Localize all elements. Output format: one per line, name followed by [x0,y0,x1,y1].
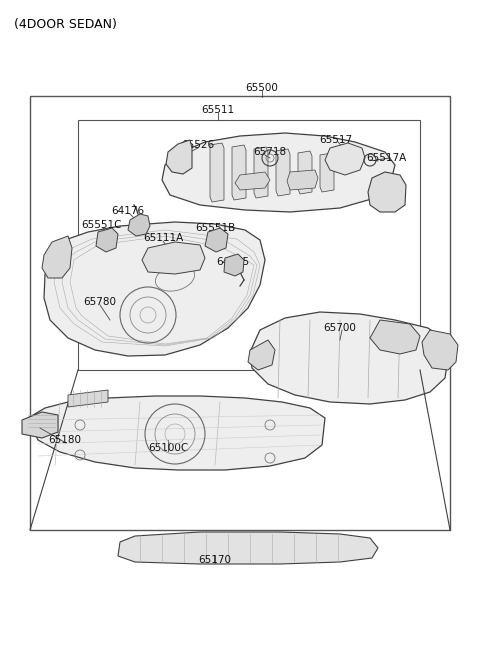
Polygon shape [96,228,118,252]
Text: 65524: 65524 [369,191,402,201]
Polygon shape [128,214,150,236]
Polygon shape [368,172,406,212]
Polygon shape [68,390,108,407]
Polygon shape [224,254,244,276]
Polygon shape [276,149,290,196]
Polygon shape [205,228,228,252]
Text: 65517A: 65517A [366,153,406,163]
Polygon shape [254,147,268,198]
Text: 65780: 65780 [84,297,117,307]
Polygon shape [118,532,378,564]
Polygon shape [248,340,275,370]
Polygon shape [298,151,312,194]
Polygon shape [235,172,270,190]
Polygon shape [210,143,224,202]
Polygon shape [250,312,448,404]
Polygon shape [320,153,334,192]
Text: 65180: 65180 [48,435,82,445]
Text: 65700: 65700 [324,323,357,333]
Polygon shape [162,133,395,212]
Polygon shape [28,396,325,470]
Polygon shape [142,242,205,274]
Text: 65111A: 65111A [143,233,183,243]
Bar [30,96,450,530]
Polygon shape [44,222,265,356]
Text: 65718: 65718 [253,147,287,157]
Text: 64176: 64176 [111,206,144,216]
Text: 65170: 65170 [199,555,231,565]
Polygon shape [22,412,58,438]
Text: 65551B: 65551B [195,223,235,233]
Text: 64175: 64175 [216,257,250,267]
Polygon shape [42,236,72,278]
Text: 65100C: 65100C [148,443,188,453]
Polygon shape [232,145,246,200]
Text: 65526: 65526 [181,140,215,150]
Polygon shape [370,320,420,354]
Polygon shape [287,170,318,190]
Text: 65511: 65511 [202,105,235,115]
Polygon shape [166,140,192,174]
Text: 65517: 65517 [319,135,353,145]
Polygon shape [422,330,458,370]
Text: (4DOOR SEDAN): (4DOOR SEDAN) [14,18,117,31]
Polygon shape [325,143,365,175]
Text: 65551C: 65551C [81,220,121,230]
Bar [78,120,420,370]
Text: 65500: 65500 [246,83,278,93]
